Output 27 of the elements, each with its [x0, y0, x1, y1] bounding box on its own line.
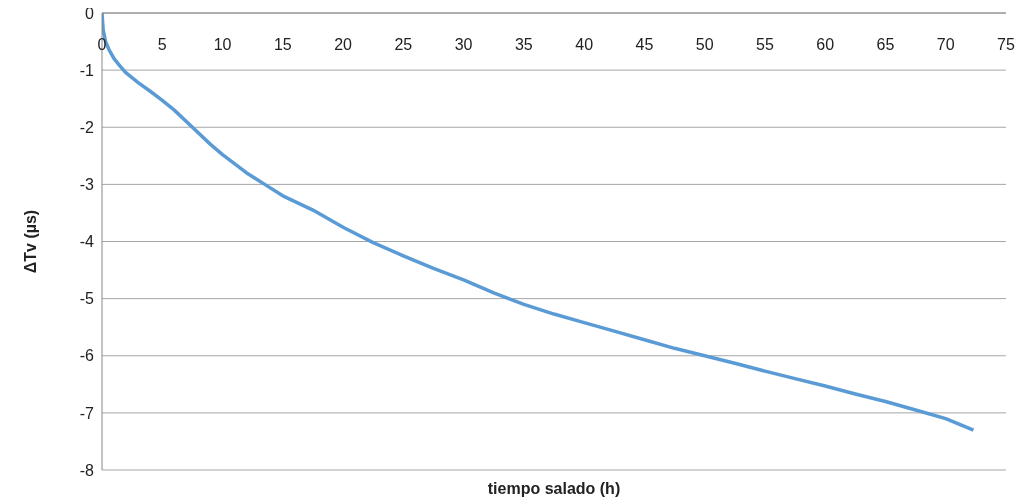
x-tick-label: 35: [514, 36, 533, 54]
y-tick-label: -8: [79, 461, 95, 479]
x-tick-label: 50: [695, 36, 714, 54]
y-axis-title: ΔTv (µs): [21, 209, 39, 274]
x-tick-label: 70: [936, 36, 955, 54]
x-tick-label: 20: [334, 36, 353, 54]
x-tick-label: 75: [997, 36, 1015, 54]
y-tick-label: -5: [79, 290, 95, 308]
y-tick-label: -1: [79, 61, 95, 79]
x-tick-label: 40: [575, 36, 594, 54]
x-tick-label: 25: [394, 36, 413, 54]
x-tick-label: 65: [876, 36, 895, 54]
y-tick-label: -3: [79, 176, 95, 194]
x-tick-label: 30: [454, 36, 473, 54]
y-tick-label: -2: [79, 118, 95, 136]
x-tick-label: 60: [816, 36, 835, 54]
x-tick-label: 10: [213, 36, 232, 54]
x-tick-label: 45: [635, 36, 654, 54]
y-tick-label: 0: [85, 4, 95, 22]
x-tick-label: 15: [273, 36, 292, 54]
x-axis-title: tiempo salado (h): [486, 480, 622, 498]
y-tick-label: -7: [79, 404, 95, 422]
x-tick-label: 55: [756, 36, 774, 54]
y-tick-label: -4: [79, 233, 95, 251]
y-tick-label: -6: [79, 347, 95, 365]
x-tick-label: 5: [157, 36, 167, 54]
x-tick-label: 0: [97, 36, 107, 54]
